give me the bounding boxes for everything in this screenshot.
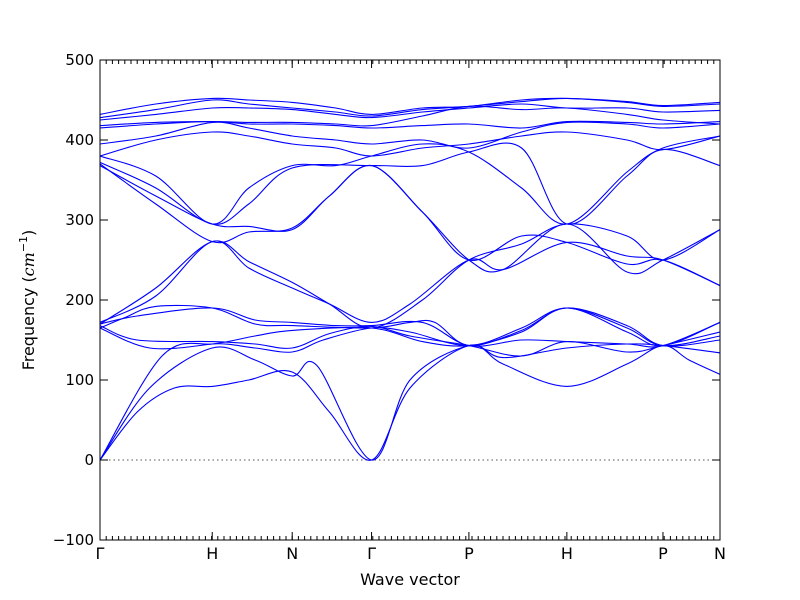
- x-tick-label: Γ: [96, 544, 105, 563]
- band-line-13: [100, 135, 720, 225]
- band-line-4: [100, 307, 720, 350]
- band-line-7: [100, 304, 720, 347]
- band-line-3: [100, 307, 720, 461]
- y-axis-label-prefix: Frequency (: [19, 276, 38, 370]
- band-line-1: [100, 344, 720, 461]
- band-line-19: [100, 97, 720, 119]
- x-tick-label: Γ: [367, 544, 376, 563]
- plot-frame: [99, 59, 721, 541]
- y-tick-label: −100: [53, 531, 94, 549]
- x-tick-label: N: [714, 544, 726, 563]
- band-line-15: [100, 121, 720, 149]
- x-tick-label: N: [286, 544, 298, 563]
- band-line-14: [100, 131, 720, 157]
- band-line-12: [100, 142, 720, 225]
- y-axis-label: Frequency (cm−1): [17, 230, 38, 371]
- y-axis-ticks: −100 0 100 200 300 400 500: [53, 51, 720, 549]
- band-line-9: [100, 223, 720, 329]
- band-line-17: [100, 105, 720, 127]
- x-tick-label: P: [464, 544, 474, 563]
- band-line-2: [100, 343, 720, 461]
- y-axis-label-unit: cm: [19, 252, 38, 276]
- band-line-16: [100, 120, 720, 129]
- y-tick-label: 100: [65, 371, 94, 389]
- y-tick-label: 0: [84, 451, 94, 469]
- y-tick-label: 400: [65, 131, 94, 149]
- x-axis-label: Wave vector: [360, 570, 460, 589]
- band-line-11: [100, 163, 720, 287]
- x-tick-label: H: [206, 544, 218, 563]
- y-tick-label: 300: [65, 211, 94, 229]
- x-tick-label: H: [561, 544, 573, 563]
- y-axis-label-exponent: −1: [17, 236, 30, 252]
- y-axis-label-suffix: ): [19, 230, 38, 236]
- band-line-8: [100, 240, 720, 323]
- band-lines: [100, 97, 720, 461]
- y-tick-label: 500: [65, 51, 94, 69]
- band-line-18: [100, 103, 720, 121]
- x-tick-label: P: [658, 544, 668, 563]
- band-line-5: [100, 325, 720, 357]
- y-tick-label: 200: [65, 291, 94, 309]
- band-line-20: [100, 97, 720, 115]
- high-symmetry-ticks: [105, 60, 715, 540]
